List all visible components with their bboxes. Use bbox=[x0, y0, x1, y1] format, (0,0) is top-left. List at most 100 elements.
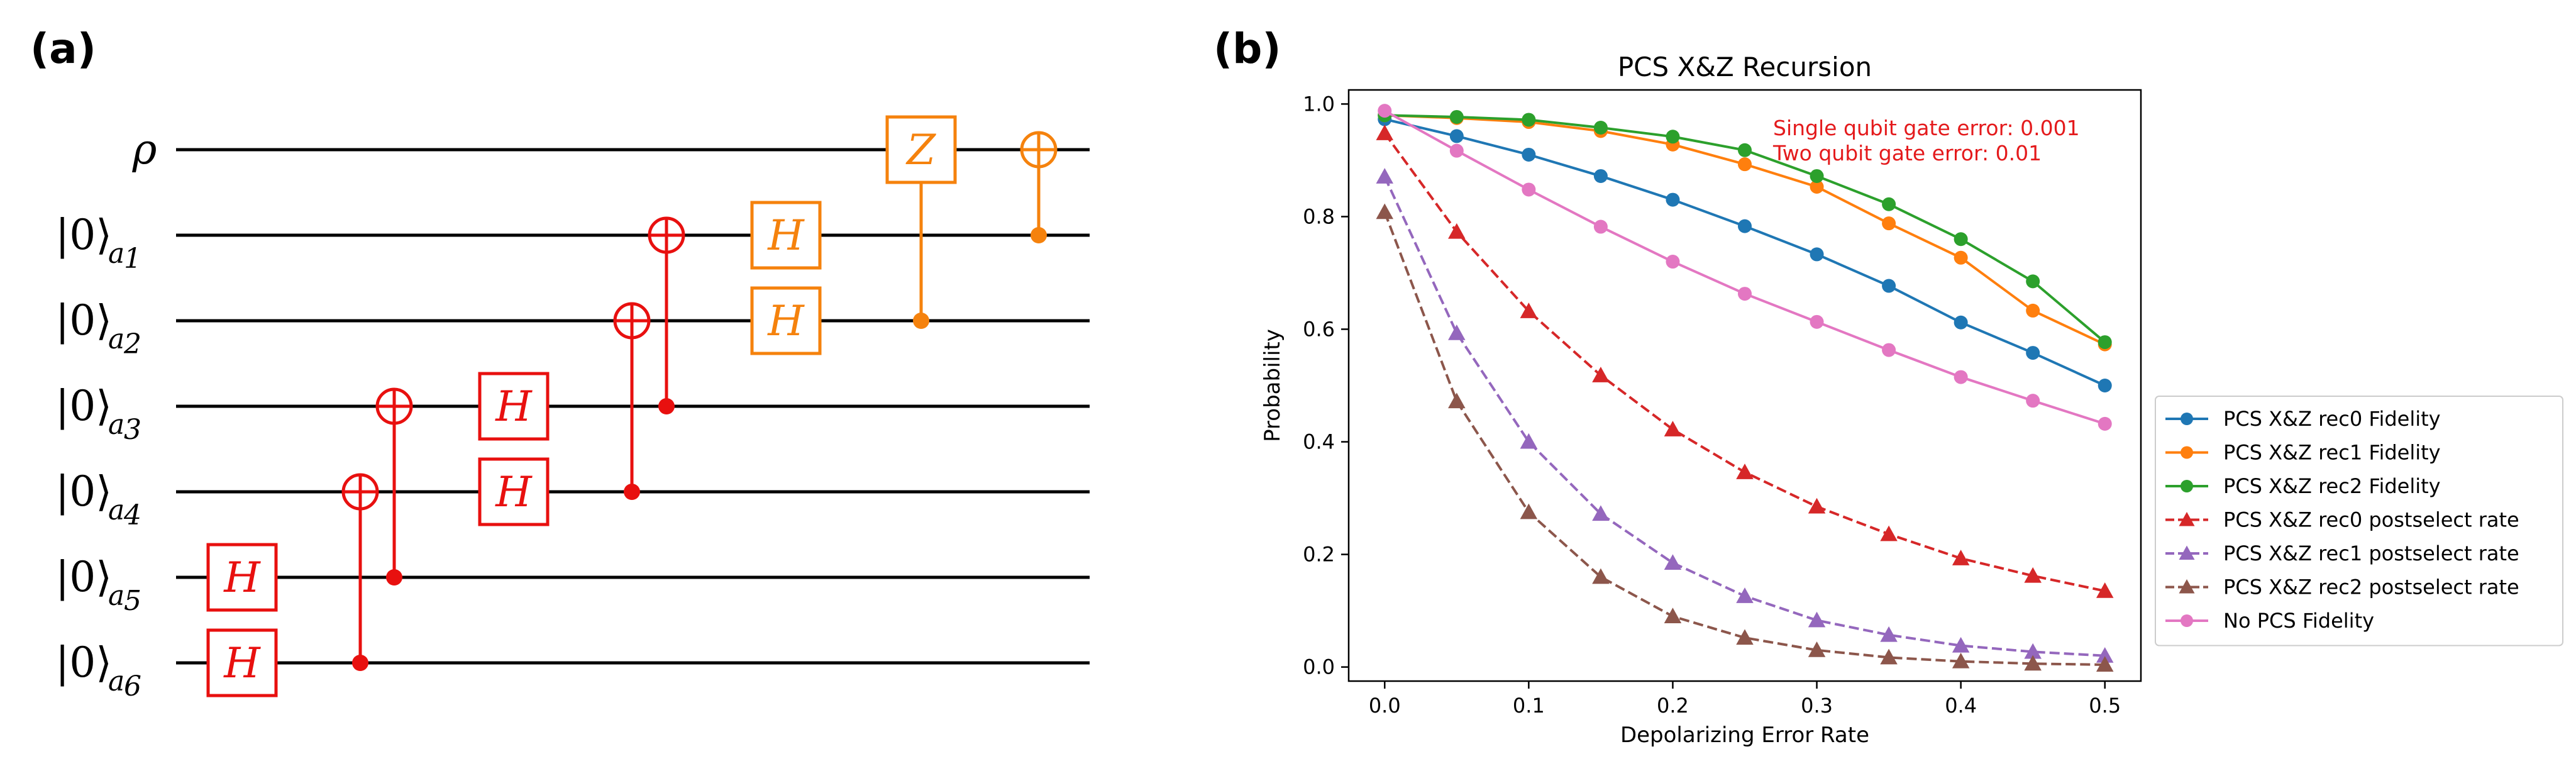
data-point bbox=[1954, 232, 1968, 247]
data-point bbox=[1666, 192, 1680, 207]
series-line bbox=[1383, 176, 2105, 657]
wire-subnum-a1: 1 bbox=[124, 243, 141, 275]
data-point bbox=[1520, 303, 1538, 318]
panel-a-label: (a) bbox=[30, 25, 96, 73]
legend-entry: PCS X&Z rec1 Fidelity bbox=[2165, 441, 2441, 465]
data-point bbox=[1376, 203, 1394, 219]
data-point bbox=[1593, 169, 1608, 183]
data-point bbox=[2179, 579, 2195, 594]
cnot-gate bbox=[341, 473, 379, 671]
data-point bbox=[1593, 120, 1608, 135]
data-point bbox=[2098, 379, 2112, 392]
gate-h-box: H bbox=[478, 457, 550, 526]
legend-entry: PCS X&Z rec2 postselect rate bbox=[2165, 575, 2519, 599]
wire-label-a4: |0⟩ bbox=[55, 467, 112, 516]
data-point bbox=[1880, 648, 1898, 665]
gate-label: H bbox=[223, 553, 261, 602]
data-point bbox=[1736, 463, 1754, 479]
series-line bbox=[1383, 211, 2105, 667]
legend-label: PCS X&Z rec2 postselect rate bbox=[2223, 575, 2519, 599]
data-point bbox=[1952, 550, 1970, 565]
legend-entry: No PCS Fidelity bbox=[2165, 609, 2374, 633]
control-dot bbox=[624, 484, 640, 500]
data-point bbox=[1810, 247, 1824, 262]
data-point bbox=[1808, 497, 1826, 514]
x-tick-label: 0.4 bbox=[1945, 694, 1977, 718]
legend-entry: PCS X&Z rec0 Fidelity bbox=[2165, 407, 2441, 431]
wire-label-a6: |0⟩ bbox=[55, 638, 112, 687]
wire-sub-a1: a bbox=[108, 238, 124, 270]
wire-sub-a3: a bbox=[108, 409, 124, 441]
y-tick-label: 0.2 bbox=[1303, 543, 1335, 567]
data-point bbox=[1664, 554, 1682, 570]
annotation-0: Single qubit gate error: 0.001 bbox=[1773, 116, 2080, 140]
control-dot bbox=[913, 313, 929, 329]
gate-h-box: H bbox=[206, 628, 278, 697]
series-2 bbox=[1378, 108, 2112, 350]
wire-subnum-a5: 5 bbox=[124, 585, 141, 617]
wire-subnum-a6: 6 bbox=[124, 670, 141, 702]
y-axis-label: Probability bbox=[1260, 329, 1285, 442]
gate-h-box: H bbox=[750, 201, 822, 270]
data-point bbox=[1592, 367, 1610, 382]
data-point bbox=[1376, 125, 1394, 140]
data-point bbox=[1449, 143, 1464, 158]
data-point bbox=[1880, 525, 1898, 541]
data-point bbox=[1952, 636, 1970, 653]
data-point bbox=[1666, 130, 1680, 144]
cnot-gate bbox=[613, 302, 651, 500]
cnot-gate bbox=[375, 387, 413, 586]
data-point bbox=[2026, 303, 2040, 318]
legend-entry: PCS X&Z rec2 Fidelity bbox=[2165, 474, 2441, 498]
wire-sub-a4: a bbox=[108, 494, 124, 526]
data-point bbox=[1449, 129, 1464, 143]
control-dot bbox=[1031, 227, 1047, 243]
control-dot bbox=[658, 398, 675, 414]
y-tick-label: 0.0 bbox=[1303, 655, 1335, 679]
gate-h-box: H bbox=[750, 286, 822, 355]
gate-z-box: Z bbox=[885, 115, 957, 184]
wire-subnum-a2: 2 bbox=[123, 328, 141, 360]
wire-label-a1: |0⟩ bbox=[55, 211, 112, 259]
data-point bbox=[1954, 315, 1968, 330]
data-point bbox=[2024, 567, 2042, 583]
x-tick-label: 0.2 bbox=[1657, 694, 1689, 718]
data-point bbox=[1378, 104, 1392, 118]
wire-sub-a6: a bbox=[108, 665, 124, 697]
data-point bbox=[1810, 169, 1824, 183]
annotation-1: Two qubit gate error: 0.01 bbox=[1772, 141, 2042, 165]
x-tick-label: 0.0 bbox=[1369, 694, 1401, 718]
panel-b-label: (b) bbox=[1213, 25, 1281, 73]
data-point bbox=[1666, 255, 1680, 269]
cnot-gate bbox=[648, 216, 685, 414]
data-point bbox=[2181, 614, 2193, 627]
data-point bbox=[1954, 250, 1968, 265]
data-point bbox=[1520, 433, 1538, 449]
data-point bbox=[2096, 582, 2114, 598]
data-point bbox=[1736, 587, 1754, 603]
data-point bbox=[2024, 655, 2042, 671]
gate-label: H bbox=[223, 639, 261, 687]
wire-sub-a5: a bbox=[108, 580, 124, 612]
chart-title: PCS X&Z Recursion bbox=[1618, 52, 1872, 82]
legend-entry: PCS X&Z rec0 postselect rate bbox=[2165, 508, 2519, 532]
data-point bbox=[2179, 512, 2195, 526]
data-point bbox=[1810, 179, 1824, 194]
data-point bbox=[1882, 197, 1896, 211]
gate-label: H bbox=[767, 297, 805, 345]
y-tick-label: 0.6 bbox=[1303, 317, 1335, 341]
control-dot bbox=[386, 569, 402, 586]
data-point bbox=[1808, 641, 1826, 657]
wire-label-a5: |0⟩ bbox=[55, 553, 112, 601]
data-point bbox=[1880, 626, 1898, 642]
legend-label: PCS X&Z rec0 Fidelity bbox=[2223, 407, 2441, 431]
legend-label: PCS X&Z rec1 Fidelity bbox=[2223, 441, 2441, 465]
data-point bbox=[1952, 652, 1970, 669]
gate-label: Z bbox=[905, 126, 936, 174]
x-tick-label: 0.3 bbox=[1801, 694, 1833, 718]
data-point bbox=[2179, 545, 2195, 560]
data-point bbox=[1808, 611, 1826, 628]
gate-label: H bbox=[495, 382, 533, 431]
